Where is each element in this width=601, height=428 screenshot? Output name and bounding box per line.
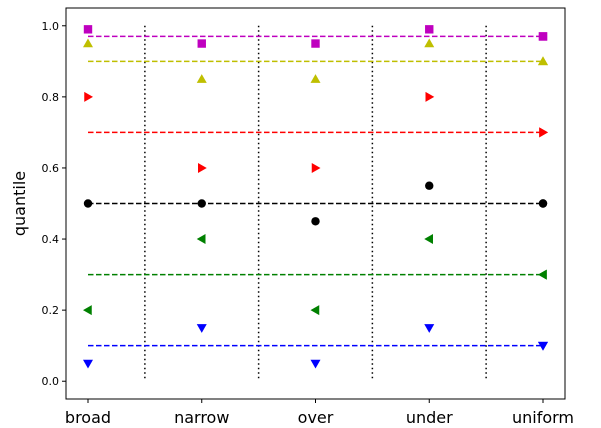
data-point [538, 56, 548, 66]
data-point [424, 324, 435, 333]
data-point [310, 305, 320, 316]
y-tick-label: 0.8 [42, 91, 60, 104]
data-point [425, 25, 434, 34]
data-point [310, 74, 321, 83]
data-point [83, 359, 93, 369]
y-tick-label: 0.0 [42, 375, 60, 388]
data-point [196, 74, 207, 83]
data-point [538, 199, 548, 208]
y-tick-label: 0.4 [42, 233, 60, 246]
y-axis-title: quantile [10, 171, 29, 236]
x-tick-label-over: over [298, 408, 334, 427]
data-point [196, 324, 207, 333]
data-point [538, 32, 548, 41]
x-tick-label-broad: broad [65, 408, 111, 427]
x-tick-label-uniform: uniform [512, 408, 574, 427]
data-point [83, 305, 92, 316]
data-point [425, 91, 435, 102]
data-point [311, 162, 321, 173]
plot-area [83, 25, 548, 382]
y-tick-label: 0.6 [42, 162, 60, 175]
data-point [311, 217, 320, 226]
data-point [197, 199, 206, 208]
data-point [311, 39, 320, 48]
data-point [83, 199, 93, 208]
x-tick-label-under: under [406, 408, 453, 427]
data-point [424, 38, 435, 48]
x-tick-label-narrow: narrow [174, 408, 229, 427]
data-point [538, 269, 547, 280]
data-point [310, 359, 321, 369]
data-point [83, 38, 93, 48]
data-point [84, 91, 93, 102]
data-point [539, 127, 548, 138]
data-point [538, 341, 548, 351]
y-tick-label: 1.0 [42, 20, 60, 33]
data-point [425, 181, 434, 190]
axes: 0.0 0.2 0.4 0.6 0.8 1.0 broad narrow over under un… [42, 7, 574, 427]
data-point [424, 234, 433, 245]
y-tick-label: 0.2 [42, 304, 60, 317]
data-point [198, 162, 207, 173]
data-point [197, 39, 206, 48]
data-point [196, 234, 206, 245]
data-point [83, 25, 93, 34]
